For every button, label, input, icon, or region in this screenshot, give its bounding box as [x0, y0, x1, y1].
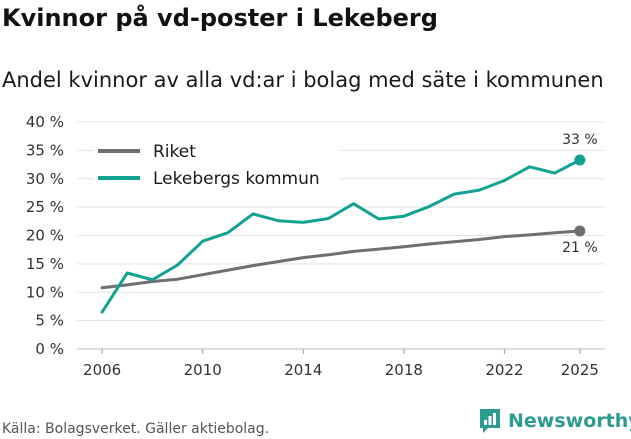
- y-tick-label: 25 %: [26, 198, 64, 216]
- y-tick-label: 10 %: [26, 283, 64, 301]
- chart-subtitle: Andel kvinnor av alla vd:ar i bolag med …: [2, 68, 604, 92]
- y-tick-label: 40 %: [26, 113, 64, 131]
- legend-label: Riket: [153, 142, 196, 162]
- series-end-point-lekeberg: [574, 154, 586, 166]
- series-line-riket: [100, 229, 582, 290]
- x-tick-label: 2022: [485, 361, 523, 379]
- brand-name: Newsworthy: [508, 410, 631, 432]
- x-tick-label: 2018: [385, 361, 423, 379]
- y-tick-label: 0 %: [35, 340, 64, 358]
- x-tick-label: 2006: [83, 361, 121, 379]
- y-tick-label: 15 %: [26, 255, 64, 273]
- y-tick-label: 20 %: [26, 227, 64, 245]
- series-line-lekeberg: [100, 158, 582, 314]
- legend-label: Lekebergs kommun: [153, 169, 320, 189]
- series-end-label: 21 %: [562, 240, 598, 256]
- x-tick-label: 2025: [561, 361, 599, 379]
- chart-title: Kvinnor på vd-poster i Lekeberg: [2, 4, 438, 32]
- y-tick-label: 5 %: [35, 312, 64, 330]
- y-tick-label: 30 %: [26, 170, 64, 188]
- x-tick-label: 2010: [184, 361, 222, 379]
- source-note: Källa: Bolagsverket. Gäller aktiebolag.: [2, 421, 270, 437]
- series-end-label: 33 %: [562, 132, 598, 148]
- newsworthy-logo-icon: [480, 409, 500, 433]
- brand-logo: Newsworthy: [478, 408, 631, 434]
- x-tick-label: 2014: [284, 361, 322, 379]
- series-end-point-riket: [574, 225, 586, 237]
- y-tick-label: 35 %: [26, 141, 64, 159]
